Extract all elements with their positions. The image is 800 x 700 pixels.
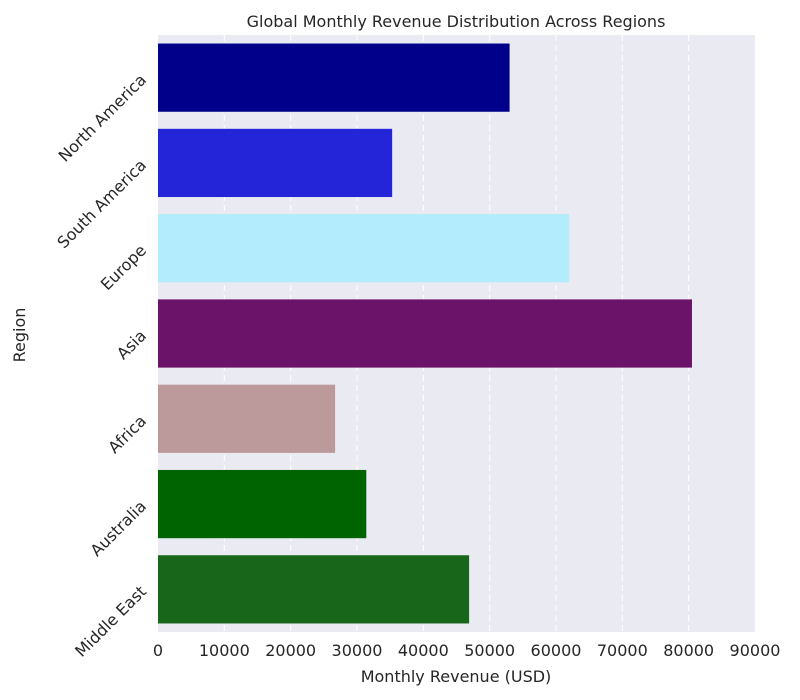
bars — [158, 43, 692, 624]
bar-australia — [158, 469, 367, 539]
x-tick-label: 50000 — [464, 641, 515, 660]
x-tick-label: 10000 — [199, 641, 250, 660]
x-tick-label: 90000 — [730, 641, 781, 660]
bar-asia — [158, 299, 692, 368]
category-label: Middle East — [71, 582, 150, 661]
category-label: Asia — [113, 326, 150, 363]
chart-title: Global Monthly Revenue Distribution Acro… — [247, 12, 666, 31]
category-label: North America — [55, 70, 150, 165]
category-label: Australia — [87, 497, 150, 560]
bar-south-america — [158, 128, 393, 198]
x-tick-label: 30000 — [332, 641, 383, 660]
bar-europe — [158, 214, 570, 283]
x-axis-title: Monthly Revenue (USD) — [361, 667, 552, 686]
y-axis-title: Region — [10, 308, 29, 363]
x-tick-labels: 0 10000 20000 30000 40000 50000 60000 70000 8000… — [153, 641, 781, 660]
category-label: Africa — [104, 411, 150, 457]
category-label: South America — [53, 156, 150, 253]
x-tick-label: 0 — [153, 641, 163, 660]
x-tick-label: 40000 — [398, 641, 449, 660]
x-tick-label: 70000 — [597, 641, 648, 660]
x-tick-label: 60000 — [531, 641, 582, 660]
bar-africa — [158, 384, 336, 453]
bar-north-america — [158, 43, 510, 112]
bar-middle-east — [158, 555, 470, 624]
x-tick-label: 20000 — [265, 641, 316, 660]
category-label: Europe — [97, 241, 150, 294]
x-tick-label: 80000 — [663, 641, 714, 660]
